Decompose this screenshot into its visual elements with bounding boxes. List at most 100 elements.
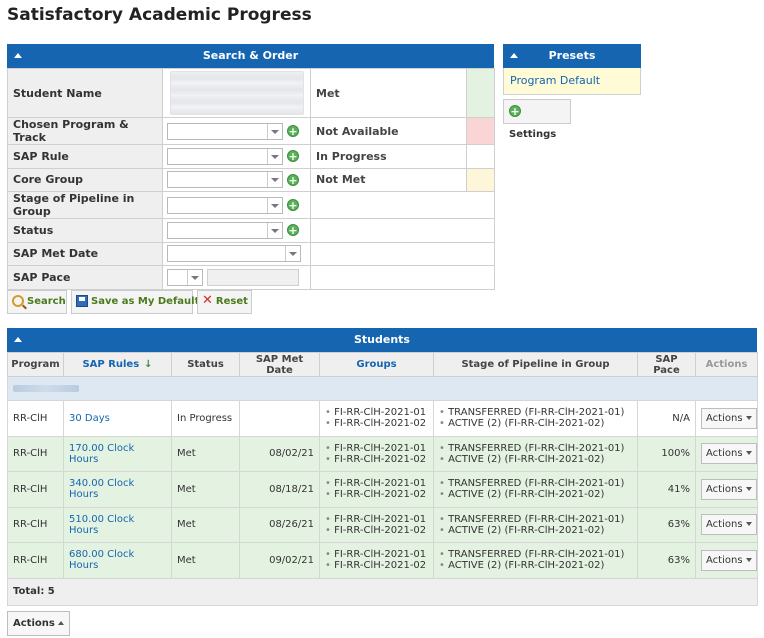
student-group-row — [7, 376, 758, 401]
col-stage: Stage of Pipeline in Group — [433, 352, 638, 377]
save-default-button[interactable]: Save as My Default — [71, 290, 199, 314]
search-button[interactable]: Search — [7, 290, 67, 314]
stage-item: ACTIVE (2) (FI-RR-ClH-2021-02) — [439, 525, 632, 536]
chevron-down-icon[interactable] — [267, 123, 282, 139]
students-title: Students — [354, 333, 410, 346]
cell-sap-rule-link[interactable]: 680.00 Clock Hours — [63, 542, 172, 579]
student-name-field[interactable] — [162, 68, 311, 118]
student-name-value[interactable] — [170, 71, 304, 115]
stage-select[interactable] — [167, 196, 283, 214]
stage-item: ACTIVE (2) (FI-RR-ClH-2021-02) — [439, 454, 632, 465]
bulk-actions-label: Actions — [13, 618, 55, 629]
add-icon[interactable]: + — [287, 150, 299, 164]
save-default-label: Save as My Default — [91, 296, 200, 307]
settings-label: Settings — [509, 129, 557, 140]
empty-cell — [310, 241, 495, 266]
row-actions-button[interactable]: Actions — [701, 443, 757, 465]
add-icon[interactable]: + — [287, 224, 299, 238]
stage-item: TRANSFERRED (FI-RR-ClH-2021-01) — [439, 478, 632, 489]
sap-rule-select[interactable] — [167, 147, 283, 165]
cell-sap-pace: N/A — [637, 400, 696, 437]
add-icon: + — [509, 105, 521, 118]
search-button-label: Search — [27, 296, 66, 307]
cell-program: RR-ClH — [7, 542, 64, 579]
cell-met-date: 08/18/21 — [239, 471, 320, 508]
table-row: RR-ClH 30 Days In Progress FI-RR-ClH-202… — [7, 400, 758, 437]
row-actions-label: Actions — [706, 519, 743, 531]
row-actions-button[interactable]: Actions — [701, 407, 757, 429]
search-order-panel: Search & Order Student Name Met Chosen P… — [7, 44, 495, 290]
chevron-down-icon[interactable] — [267, 222, 282, 238]
group-item: FI-RR-ClH-2021-02 — [325, 489, 428, 500]
core-group-label: Core Group — [7, 167, 163, 192]
cell-sap-rule-link[interactable]: 30 Days — [63, 400, 172, 437]
cell-groups: FI-RR-ClH-2021-01FI-RR-ClH-2021-02 — [319, 542, 434, 579]
stage-item: ACTIVE (2) (FI-RR-ClH-2021-02) — [439, 560, 632, 571]
chevron-down-icon — [745, 522, 752, 527]
empty-cell — [310, 218, 495, 243]
cell-sap-rule-link[interactable]: 170.00 Clock Hours — [63, 435, 172, 472]
cell-program: RR-ClH — [7, 471, 64, 508]
chevron-down-icon[interactable] — [267, 172, 282, 188]
row-actions-label: Actions — [706, 554, 743, 566]
stage-item: TRANSFERRED (FI-RR-ClH-2021-01) — [439, 443, 632, 454]
cell-program: RR-ClH — [7, 506, 64, 543]
collapse-icon[interactable] — [13, 44, 25, 68]
row-actions-button[interactable]: Actions — [701, 478, 757, 500]
col-groups[interactable]: Groups — [319, 352, 434, 377]
add-icon[interactable]: + — [287, 173, 299, 187]
cell-sap-pace: 63% — [637, 542, 696, 579]
sap-pace-operator-select[interactable] — [167, 268, 203, 286]
status-select[interactable] — [167, 221, 283, 239]
row-actions-button[interactable]: Actions — [701, 514, 757, 536]
row-actions-button[interactable]: Actions — [701, 549, 757, 571]
search-order-title: Search & Order — [202, 49, 299, 62]
cell-met-date: 08/02/21 — [239, 435, 320, 472]
cell-sap-rule-link[interactable]: 510.00 Clock Hours — [63, 506, 172, 543]
total-row: Total: 5 — [7, 577, 758, 606]
row-actions-label: Actions — [706, 412, 743, 424]
legend-met-label: Met — [310, 68, 467, 118]
page-title: Satisfactory Academic Progress — [7, 5, 312, 25]
empty-cell — [310, 191, 495, 219]
chevron-down-icon[interactable] — [187, 269, 202, 285]
legend-not-available-label: Not Available — [310, 117, 467, 145]
cell-groups: FI-RR-ClH-2021-01FI-RR-ClH-2021-02 — [319, 506, 434, 543]
save-icon — [76, 295, 88, 307]
cell-status: In Progress — [171, 400, 240, 437]
collapse-icon[interactable] — [13, 328, 25, 352]
core-group-select[interactable] — [167, 171, 283, 189]
group-item: FI-RR-ClH-2021-01 — [325, 514, 428, 525]
reset-button[interactable]: ✕ Reset — [197, 290, 252, 314]
chosen-program-select[interactable] — [167, 122, 283, 140]
group-item: FI-RR-ClH-2021-02 — [325, 560, 428, 571]
student-group-name[interactable] — [13, 385, 79, 392]
add-icon[interactable]: + — [287, 125, 299, 138]
chevron-down-icon[interactable] — [285, 246, 300, 262]
cell-sap-rule-link[interactable]: 340.00 Clock Hours — [63, 471, 172, 508]
collapse-icon[interactable] — [509, 44, 521, 68]
preset-item-program-default[interactable]: Program Default — [503, 68, 641, 95]
bulk-actions-button[interactable]: Actions — [7, 611, 70, 636]
cell-stage: TRANSFERRED (FI-RR-ClH-2021-01)ACTIVE (2… — [433, 435, 638, 472]
cell-status: Met — [171, 542, 240, 579]
col-sap-rules[interactable]: SAP Rules ↓ — [63, 352, 172, 377]
cell-actions: Actions — [695, 400, 758, 437]
total-count: Total: 5 — [7, 577, 758, 606]
col-sap-pace: SAP Pace — [637, 352, 696, 377]
add-icon[interactable]: + — [287, 199, 299, 212]
settings-button[interactable]: + Settings — [503, 99, 571, 140]
stage-item: TRANSFERRED (FI-RR-ClH-2021-01) — [439, 549, 632, 560]
legend-in-progress-swatch — [466, 144, 495, 169]
chevron-down-icon — [745, 486, 752, 491]
cell-actions: Actions — [695, 471, 758, 508]
sap-pace-label: SAP Pace — [7, 265, 163, 290]
sap-met-date-select[interactable] — [167, 245, 301, 263]
table-row: RR-ClH 170.00 Clock Hours Met 08/02/21 F… — [7, 435, 758, 472]
chevron-down-icon — [745, 415, 752, 420]
chevron-down-icon[interactable] — [267, 148, 282, 164]
chevron-down-icon[interactable] — [267, 197, 282, 213]
row-actions-label: Actions — [706, 448, 743, 460]
legend-met-swatch — [466, 68, 495, 118]
sap-pace-input[interactable] — [207, 268, 299, 286]
